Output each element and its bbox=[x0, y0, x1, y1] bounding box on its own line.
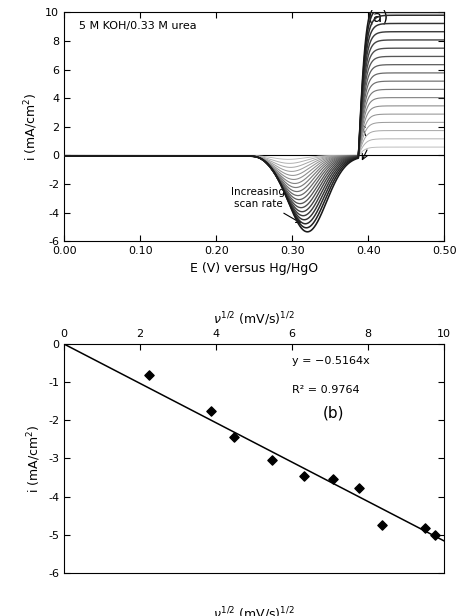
Y-axis label: i (mA/cm$^2$): i (mA/cm$^2$) bbox=[25, 424, 43, 493]
Point bbox=[269, 455, 276, 465]
Point bbox=[207, 406, 215, 416]
Text: R² = 0.9764: R² = 0.9764 bbox=[292, 385, 360, 395]
Text: y = −0.5164x: y = −0.5164x bbox=[292, 355, 370, 365]
Point bbox=[421, 524, 429, 533]
Point bbox=[431, 530, 438, 540]
Text: (b): (b) bbox=[322, 405, 344, 420]
Text: 5 M KOH/0.33 M urea: 5 M KOH/0.33 M urea bbox=[79, 22, 197, 31]
Point bbox=[329, 474, 337, 484]
Y-axis label: i (mA/cm$^2$): i (mA/cm$^2$) bbox=[22, 92, 40, 161]
Point bbox=[230, 432, 238, 442]
Text: $\nu^{1/2}$ (mV/s)$^{1/2}$: $\nu^{1/2}$ (mV/s)$^{1/2}$ bbox=[213, 605, 295, 616]
X-axis label: $\nu^{1/2}$ (mV/s)$^{1/2}$: $\nu^{1/2}$ (mV/s)$^{1/2}$ bbox=[213, 310, 295, 328]
X-axis label: E (V) versus Hg/HgO: E (V) versus Hg/HgO bbox=[190, 262, 318, 275]
Point bbox=[379, 521, 386, 530]
Point bbox=[146, 370, 153, 380]
Text: Increasing
scan rate: Increasing scan rate bbox=[231, 187, 300, 222]
Text: (a): (a) bbox=[368, 9, 389, 25]
Point bbox=[355, 484, 362, 493]
Point bbox=[301, 471, 308, 480]
